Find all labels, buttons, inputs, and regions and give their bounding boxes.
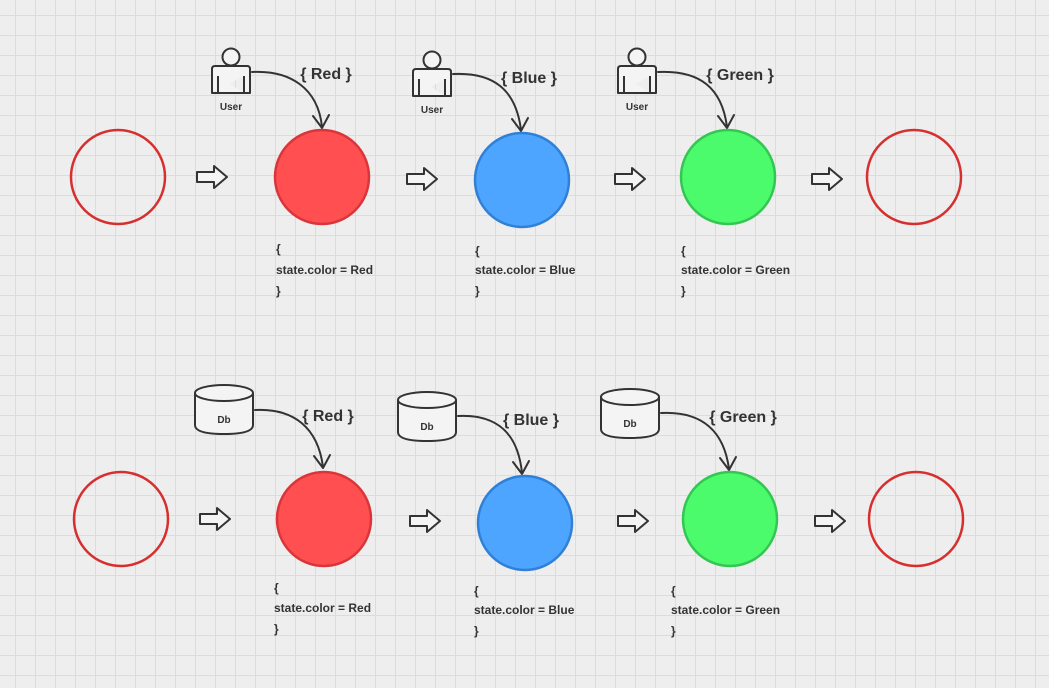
event-arrow: [452, 72, 522, 131]
final-state-node: [867, 470, 965, 568]
actor-label: User: [220, 102, 242, 113]
event-label: { Green }: [706, 67, 774, 84]
initial-state-node: [69, 128, 167, 226]
state-group-red: Db { Red } { state.color = Red }: [194, 384, 373, 636]
code-open: {: [474, 584, 479, 598]
event-arrowhead: [512, 460, 530, 475]
actor-label: User: [626, 102, 648, 113]
transition-arrow: [196, 165, 228, 189]
initial-state-node: [72, 470, 170, 568]
state-node-red: [275, 470, 373, 568]
transition-arrow: [406, 167, 438, 191]
event-arrow: [660, 411, 730, 470]
code-close: }: [671, 624, 676, 638]
state-node-blue: [476, 474, 574, 572]
state-node-green: [681, 470, 779, 568]
state-group-green: User { Green } { state.color = Green }: [617, 47, 790, 298]
code-open: {: [681, 244, 686, 258]
final-state-node: [865, 128, 963, 226]
user-icon: [617, 47, 657, 94]
actor-label: User: [421, 105, 443, 116]
code-close: }: [475, 284, 480, 298]
database-icon: [397, 391, 457, 442]
event-arrowhead: [717, 114, 735, 129]
code-line: state.color = Green: [671, 603, 780, 617]
transition-arrow: [199, 507, 231, 531]
state-group-blue: Db { Blue } { state.color = Blue }: [397, 391, 575, 638]
code-open: {: [475, 244, 480, 258]
transition-arrow: [617, 509, 649, 533]
event-label: { Blue }: [503, 412, 559, 429]
state-group-blue: User { Blue } { state.color = Blue }: [412, 50, 576, 298]
state-node-blue: [473, 131, 571, 229]
code-line: state.color = Green: [681, 263, 790, 277]
actor-label: Db: [420, 422, 433, 433]
event-arrowhead: [511, 117, 529, 132]
code-line: state.color = Red: [276, 263, 373, 277]
event-arrowhead: [312, 114, 330, 129]
row-user: User { Red } { state.color = Red } User …: [69, 47, 963, 298]
state-group-green: Db { Green } { state.color = Green }: [600, 388, 780, 638]
user-icon: [412, 50, 452, 97]
code-close: }: [474, 624, 479, 638]
transition-arrow: [409, 509, 441, 533]
event-label: { Blue }: [501, 70, 557, 87]
code-close: }: [681, 284, 686, 298]
row-database: Db { Red } { state.color = Red } Db { Bl…: [72, 384, 965, 638]
event-label: { Red }: [302, 408, 354, 425]
user-icon: [211, 47, 251, 94]
code-line: state.color = Blue: [475, 263, 576, 277]
actor-label: Db: [623, 419, 636, 430]
code-open: {: [671, 584, 676, 598]
code-line: state.color = Red: [274, 601, 371, 615]
event-label: { Red }: [300, 66, 352, 83]
event-arrow: [254, 408, 324, 468]
code-open: {: [274, 581, 279, 595]
event-arrow: [251, 70, 323, 128]
state-node-red: [273, 128, 371, 226]
event-label: { Green }: [709, 409, 777, 426]
code-open: {: [276, 242, 281, 256]
transition-arrow: [614, 167, 646, 191]
event-arrowhead: [719, 456, 737, 471]
code-close: }: [276, 284, 281, 298]
actor-label: Db: [217, 415, 230, 426]
transition-arrow: [814, 509, 846, 533]
event-arrow: [457, 414, 523, 474]
state-node-green: [679, 128, 777, 226]
database-icon: [194, 384, 254, 435]
state-group-red: User { Red } { state.color = Red }: [211, 47, 373, 298]
event-arrowhead: [313, 454, 331, 469]
code-close: }: [274, 622, 279, 636]
event-arrow: [657, 70, 728, 128]
transition-arrow: [811, 167, 843, 191]
database-icon: [600, 388, 660, 439]
code-line: state.color = Blue: [474, 603, 575, 617]
